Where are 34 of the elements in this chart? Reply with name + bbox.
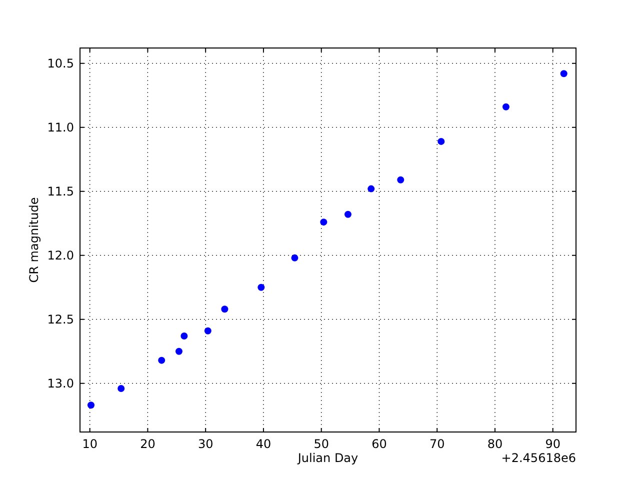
x-tick-label: 10 [82,437,98,451]
point [118,384,125,392]
point [320,218,328,226]
x-tick-label: 90 [545,437,560,451]
point [180,332,188,340]
y-tick-label: 10.5 [47,56,74,70]
point [397,176,404,184]
point [175,348,182,355]
x-axis-title: Julian Day [296,451,358,465]
point [291,254,298,262]
point [502,103,510,110]
x-tick-label: 50 [314,437,329,451]
x-tick-label: 30 [198,437,214,451]
point [344,210,352,218]
x-tick-label: 40 [256,437,272,451]
text: +2.45618e6 [501,451,576,465]
y-tick-label: 13.0 [47,376,74,390]
x-tick-label: 20 [140,437,156,451]
y-tick-label: 12.5 [47,312,74,326]
x-tick-label: 60 [372,437,387,451]
x-tick-label: 70 [429,437,445,451]
point [560,70,568,78]
point [258,284,265,291]
y-tick-label: 11.0 [47,120,74,134]
point [368,185,375,192]
point [221,306,228,313]
point [158,356,166,364]
y-tick-label: 11.5 [47,184,74,198]
y-tick-label: 12.0 [47,248,74,262]
x-tick-label: 80 [487,437,503,451]
point [87,402,94,409]
y-axis-title: CR magnitude [27,197,41,283]
point [204,327,212,334]
point [438,138,445,145]
